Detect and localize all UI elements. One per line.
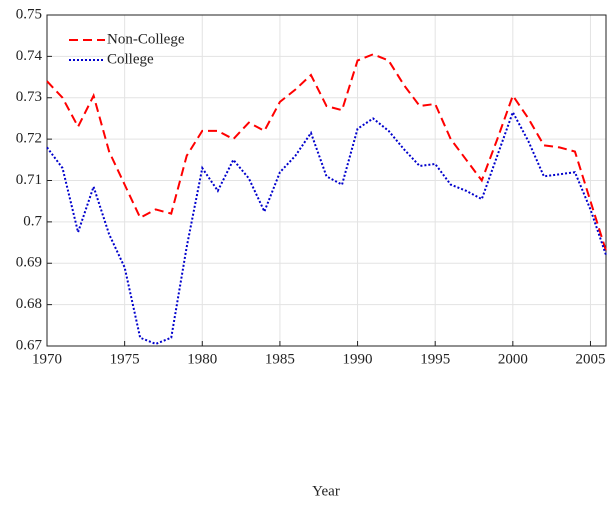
y-tick-label: 0.7 — [23, 213, 42, 229]
y-tick-label: 0.73 — [16, 89, 42, 105]
y-tick-label: 0.69 — [16, 255, 42, 271]
legend-label: College — [107, 51, 154, 67]
x-tick-label: 1990 — [343, 351, 373, 367]
x-tick-label: 1970 — [32, 351, 62, 367]
x-tick-label: 1975 — [110, 351, 140, 367]
x-tick-label: 2000 — [498, 351, 528, 367]
x-tick-label: 1980 — [187, 351, 217, 367]
x-axis-label: Year — [312, 483, 340, 499]
line — [46, 109, 607, 346]
y-tick-label: 0.74 — [16, 48, 43, 64]
legend-label: Non-College — [107, 31, 185, 47]
line — [46, 53, 607, 252]
y-tick-label: 0.72 — [16, 131, 42, 147]
y-tick-label: 0.75 — [16, 6, 42, 22]
y-tick-label: 0.67 — [16, 337, 43, 353]
y-tick-label: 0.68 — [16, 296, 42, 312]
x-tick-label: 2005 — [575, 351, 605, 367]
plot-frame — [46, 14, 607, 347]
x-tick-label: 1995 — [420, 351, 450, 367]
x-tick-label: 1985 — [265, 351, 295, 367]
y-tick-label: 0.71 — [16, 172, 42, 188]
